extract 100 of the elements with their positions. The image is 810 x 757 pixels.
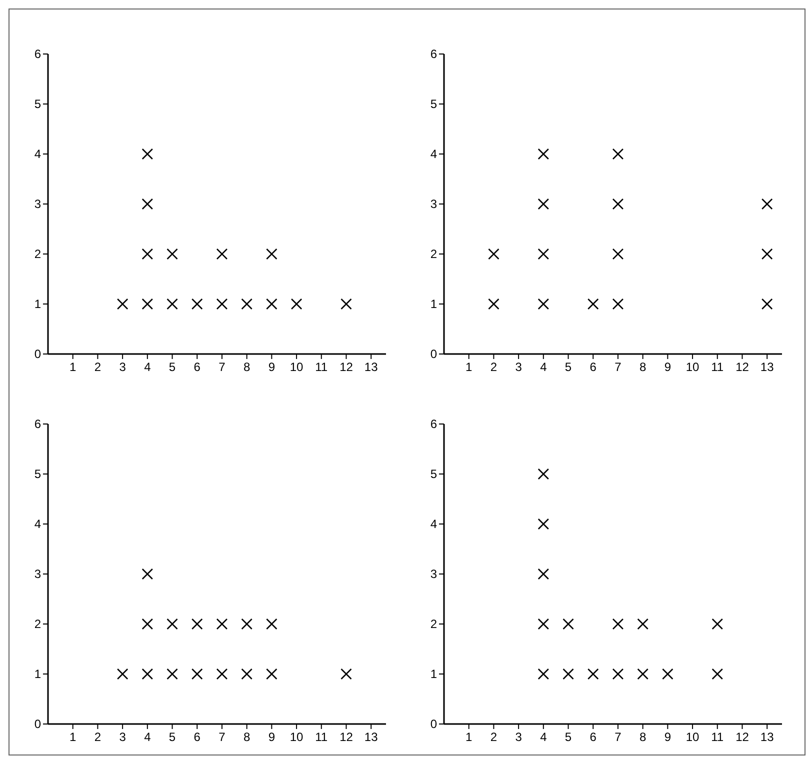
point	[538, 148, 550, 160]
point	[142, 148, 154, 160]
point	[142, 568, 154, 580]
x-tick-label: 10	[290, 360, 304, 374]
y-tick-label: 2	[34, 247, 42, 262]
point	[166, 248, 178, 260]
y-tick-label: 2	[430, 247, 438, 262]
point	[488, 298, 500, 310]
x-tick-label: 3	[515, 360, 522, 374]
point	[538, 468, 550, 480]
y-tick-label: 5	[430, 97, 438, 112]
x-tick-label: 8	[639, 730, 646, 744]
x-tick-label: 11	[315, 360, 328, 374]
x-tick-label: 2	[94, 730, 102, 744]
point	[538, 248, 550, 260]
y-tick-label: 3	[34, 567, 42, 582]
x-tick-label: 6	[590, 360, 597, 374]
x-tick-label: 8	[243, 730, 250, 744]
point	[266, 298, 278, 310]
y-tick-label: 4	[430, 147, 438, 162]
point	[142, 248, 154, 260]
x-tick-label: 8	[639, 360, 646, 374]
y-tick-label: 3	[34, 197, 42, 212]
point	[266, 668, 278, 680]
x-tick-label: 4	[144, 360, 152, 374]
y-tick-label: 1	[34, 297, 42, 312]
point	[538, 198, 550, 210]
x-tick-label: 6	[194, 730, 201, 744]
point	[562, 668, 574, 680]
x-tick-label: 1	[466, 360, 473, 374]
x-tick-label: 1	[70, 360, 77, 374]
x-tick-label: 11	[315, 730, 328, 744]
point	[216, 248, 228, 260]
point	[166, 298, 178, 310]
x-tick-label: 7	[218, 730, 226, 744]
point	[587, 298, 599, 310]
point	[612, 618, 624, 630]
point	[562, 618, 574, 630]
point	[116, 668, 128, 680]
point	[712, 668, 724, 680]
point	[191, 668, 203, 680]
point	[612, 668, 624, 680]
x-tick-label: 4	[144, 730, 152, 744]
x-tick-label: 1	[466, 730, 473, 744]
point	[538, 618, 550, 630]
y-tick-label: 3	[430, 197, 438, 212]
x-tick-label: 10	[290, 730, 304, 744]
x-tick-label: 13	[364, 730, 378, 744]
point	[216, 668, 228, 680]
point	[712, 618, 724, 630]
x-tick-label: 9	[268, 730, 276, 744]
point	[637, 668, 648, 680]
y-tick-label: 1	[34, 667, 42, 682]
point	[662, 668, 674, 680]
x-tick-label: 12	[736, 360, 750, 374]
x-tick-label: 12	[340, 730, 354, 744]
point	[241, 298, 252, 310]
point	[142, 298, 154, 310]
y-tick-label: 1	[430, 297, 438, 312]
x-tick-label: 11	[711, 730, 724, 744]
point	[340, 668, 352, 680]
x-tick-label: 12	[340, 360, 354, 374]
point	[166, 668, 178, 680]
point	[290, 298, 302, 310]
point	[488, 248, 500, 260]
x-tick-label: 7	[614, 730, 622, 744]
y-tick-label: 6	[430, 47, 438, 62]
x-tick-label: 13	[760, 730, 774, 744]
point	[266, 248, 278, 260]
point	[116, 298, 128, 310]
x-tick-label: 10	[686, 360, 700, 374]
point	[612, 248, 624, 260]
x-tick-label: 5	[564, 360, 572, 374]
y-tick-label: 0	[430, 347, 438, 362]
point	[241, 668, 252, 680]
y-tick-label: 6	[34, 47, 42, 62]
x-tick-label: 3	[119, 730, 126, 744]
x-tick-label: 4	[540, 360, 548, 374]
point	[142, 618, 154, 630]
x-tick-label: 2	[490, 360, 498, 374]
point	[761, 248, 773, 260]
x-tick-label: 6	[194, 360, 201, 374]
x-tick-label: 13	[760, 360, 774, 374]
point	[612, 148, 624, 160]
x-tick-label: 2	[94, 360, 102, 374]
y-tick-label: 5	[430, 467, 438, 482]
y-tick-label: 5	[34, 467, 42, 482]
y-tick-label: 6	[430, 417, 438, 432]
point	[538, 668, 550, 680]
x-tick-label: 5	[168, 730, 176, 744]
point	[142, 668, 154, 680]
x-tick-label: 2	[490, 730, 498, 744]
point	[761, 298, 773, 310]
y-tick-label: 0	[34, 347, 42, 362]
x-tick-label: 12	[736, 730, 750, 744]
x-tick-label: 3	[119, 360, 126, 374]
y-tick-label: 4	[34, 517, 42, 532]
x-tick-label: 1	[70, 730, 77, 744]
x-tick-label: 10	[686, 730, 700, 744]
x-tick-label: 11	[711, 360, 724, 374]
